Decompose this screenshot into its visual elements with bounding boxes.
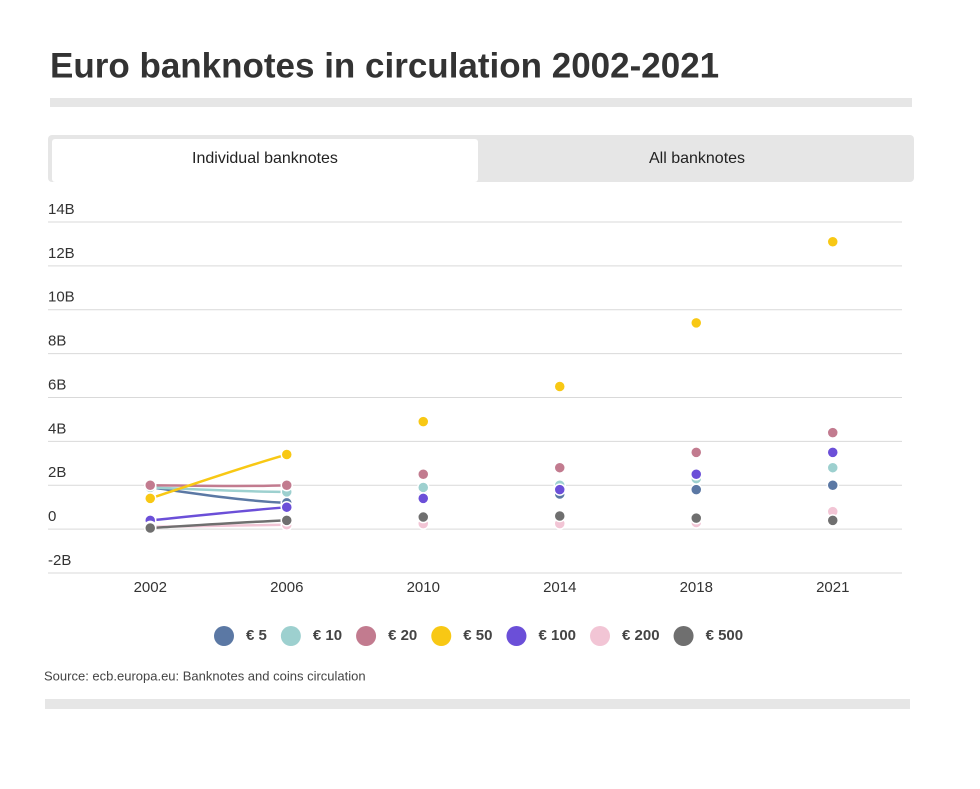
legend-marker [590, 626, 611, 646]
series-line [150, 486, 287, 494]
legend-label: € 20 [388, 627, 417, 644]
source: Source: ecb.europa.eu: Banknotes and coi… [44, 668, 366, 683]
data-point [417, 415, 430, 428]
data-point [690, 483, 703, 496]
legend-marker [431, 626, 452, 646]
data-point [417, 510, 430, 524]
data-point [553, 380, 566, 393]
y-tick-label: 4B [48, 420, 66, 437]
series-line [150, 505, 287, 522]
x-tick-label: 2010 [407, 579, 440, 596]
series-line [149, 453, 288, 500]
data-point [690, 316, 703, 330]
y-tick-label: -2B [48, 552, 71, 569]
y-tick-label: 14B [48, 201, 75, 218]
data-point [280, 514, 293, 527]
legend-marker [214, 626, 234, 646]
divider [50, 98, 912, 107]
data-point [690, 468, 703, 481]
data-point [417, 492, 430, 505]
series-line [150, 519, 287, 530]
x-tick-label: 2018 [680, 579, 713, 596]
data-point [553, 461, 566, 474]
data-point [690, 446, 703, 459]
y-tick-label: 0 [48, 508, 56, 525]
legend-label: € 10 [313, 627, 342, 644]
data-point [417, 481, 430, 494]
x-tick-label: 2002 [134, 579, 167, 596]
data-point [690, 511, 703, 525]
legend-label: € 500 [706, 627, 744, 644]
data-point [144, 492, 157, 505]
tab-label[interactable]: Individual banknotes [192, 150, 338, 167]
data-point [280, 479, 293, 492]
y-tick-label: 10B [48, 289, 75, 306]
data-point [417, 468, 430, 481]
legend-label: € 100 [538, 627, 576, 644]
legend-marker [506, 626, 527, 646]
x-tick-label: 2021 [816, 579, 849, 596]
legend-marker [280, 626, 301, 646]
chart-title: Euro banknotes in circulation 2002-2021 [50, 46, 719, 85]
y-tick-label: 8B [48, 333, 66, 350]
data-point [826, 514, 839, 527]
data-point [144, 521, 157, 535]
legend-label: € 50 [463, 627, 492, 644]
data-point [553, 509, 566, 523]
legend-marker [673, 626, 694, 646]
divider [45, 699, 910, 709]
data-point [553, 483, 566, 496]
x-tick-label: 2006 [270, 579, 303, 596]
y-tick-label: 6B [48, 376, 66, 393]
data-point [144, 479, 157, 492]
y-tick-label: 12B [48, 245, 75, 262]
series-line [150, 484, 287, 488]
data-point [280, 448, 293, 461]
data-point [826, 426, 839, 439]
data-point [826, 235, 839, 248]
legend-marker [356, 626, 377, 646]
tab-label[interactable]: All banknotes [649, 150, 745, 167]
tab-active[interactable] [52, 139, 478, 182]
data-point [826, 479, 839, 492]
data-point [826, 446, 839, 459]
legend-label: € 5 [246, 627, 267, 644]
y-tick-label: 2B [48, 464, 66, 481]
data-point [280, 500, 293, 514]
x-tick-label: 2014 [543, 579, 576, 596]
legend-label: € 200 [622, 627, 660, 644]
data-point [826, 461, 839, 474]
